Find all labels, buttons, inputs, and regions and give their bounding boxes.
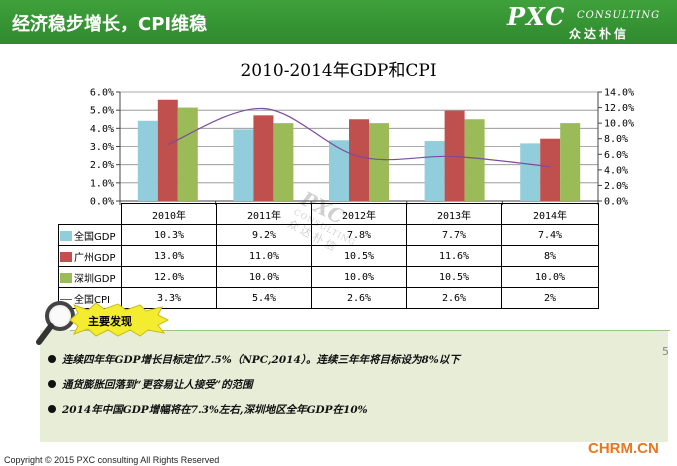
copyright-text: Copyright © 2015 PXC consulting All Righ… <box>4 455 220 465</box>
bar-shenzhen-gdp <box>560 123 581 201</box>
table-row: 深圳GDP 12.0% 10.0% 10.0% 10.5% 10.0% <box>58 266 599 288</box>
finding-text: 通货膨胀回落到“更容易让人接受”的范围 <box>62 379 253 391</box>
table-cell: 10.5% <box>406 266 502 288</box>
right-tick-label: 0.0% <box>604 197 628 208</box>
bar-national-gdp <box>424 141 445 201</box>
series-name: 深圳GDP <box>74 273 116 285</box>
bar-guangzhou-gdp <box>540 138 561 201</box>
bullet-icon <box>48 405 56 413</box>
findings-panel <box>40 330 668 442</box>
bar-national-gdp <box>329 140 349 201</box>
table-row: 全国GDP 10.3% 9.2% 7.8% 7.7% 7.4% <box>58 224 599 246</box>
brand-name: PXC <box>507 2 566 31</box>
table-header-row: 2010年 2011年 2012年 2013年 2014年 <box>58 203 599 225</box>
left-tick-label: 5.0% <box>90 106 114 117</box>
table-cell: 7.7% <box>406 224 502 246</box>
series-name: 全国GDP <box>74 231 116 243</box>
category-label: 2011年 <box>216 203 312 225</box>
category-label: 2013年 <box>406 203 502 225</box>
bullet-icon <box>48 355 56 363</box>
bar-shenzhen-gdp <box>177 107 198 201</box>
table-cell: 2.6% <box>406 287 502 309</box>
legend-swatch-national-gdp <box>60 230 72 241</box>
bar-shenzhen-gdp <box>369 123 389 201</box>
brand-subtitle: CONSULTING <box>577 10 661 21</box>
finding-text: 连续四年年GDP增长目标定位7.5%（NPC,2014）。连续三年年将目标设为8… <box>62 354 460 366</box>
series-key: 广州GDP <box>58 245 122 267</box>
left-tick-label: 6.0% <box>90 88 114 99</box>
finding-item: 通货膨胀回落到“更容易让人接受”的范围 <box>48 377 253 392</box>
cpi-line <box>167 107 551 168</box>
chart-title: 2010-2014年GDP和CPI <box>240 61 437 81</box>
findings-divider <box>70 330 670 331</box>
gdp-cpi-chart: 0.0% 1.0% 2.0% 3.0% 4.0% 5.0% 6.0% 0.0% 2.0% 4.0%… <box>90 88 634 208</box>
right-tick-label: 2.0% <box>604 181 628 192</box>
page-number: 5 <box>662 345 669 358</box>
table-cell: 5.4% <box>216 287 312 309</box>
series-key: 全国GDP <box>58 224 122 246</box>
bar-national-gdp <box>137 120 158 201</box>
category-label: 2012年 <box>311 203 407 225</box>
brand-logo: PXC CONSULTING 众达朴信 <box>507 2 667 42</box>
table-cell: 10.0% <box>311 266 407 288</box>
bar-guangzhou-gdp <box>253 115 274 201</box>
bar-guangzhou-gdp <box>157 99 178 201</box>
brand-chinese-name: 众达朴信 <box>569 27 630 41</box>
table-cell: 12.0% <box>121 266 217 288</box>
right-tick-label: 12.0% <box>604 103 634 114</box>
left-tick-label: 0.0% <box>90 197 114 208</box>
finding-item: 2014年中国GDP增幅将在7.3%左右,深圳地区全年GDP在10% <box>48 402 368 417</box>
category-label: 2014年 <box>501 203 599 225</box>
table-cell: 10.3% <box>121 224 217 246</box>
bar-national-gdp <box>520 143 541 201</box>
table-cell: 9.2% <box>216 224 312 246</box>
left-tick-label: 1.0% <box>90 178 114 189</box>
series-name: 广州GDP <box>74 252 116 264</box>
left-tick-label: 2.0% <box>90 160 114 171</box>
legend-swatch-shenzhen-gdp <box>60 272 72 283</box>
category-label: 2010年 <box>121 203 217 225</box>
table-cell: 3.3% <box>121 287 217 309</box>
legend-swatch-guangzhou-gdp <box>60 251 72 262</box>
table-row: 广州GDP 13.0% 11.0% 10.5% 11.6% 8% <box>58 245 599 267</box>
table-cell: 10.0% <box>216 266 312 288</box>
table-cell: 7.4% <box>501 224 599 246</box>
left-tick-label: 4.0% <box>90 124 114 135</box>
series-key: 深圳GDP <box>58 266 122 288</box>
bar-shenzhen-gdp <box>464 119 485 201</box>
table-cell: 11.0% <box>216 245 312 267</box>
header-bar: 经济稳步增长，CPI维稳 PXC CONSULTING 众达朴信 <box>0 0 677 44</box>
bar-guangzhou-gdp <box>444 110 465 201</box>
bullet-icon <box>48 380 56 388</box>
series-name: 全国CPI <box>74 294 110 306</box>
findings-badge-label: 主要发现 <box>88 315 132 328</box>
right-tick-label: 14.0% <box>604 88 634 99</box>
table-cell: 8% <box>501 245 599 267</box>
table-cell: 11.6% <box>406 245 502 267</box>
right-tick-label: 4.0% <box>604 165 628 176</box>
starburst-badge-icon <box>69 303 170 337</box>
right-tick-label: 10.0% <box>604 119 634 130</box>
table-cell: 10.5% <box>311 245 407 267</box>
site-watermark: CHRM.CN <box>588 440 659 457</box>
bar-shenzhen-gdp <box>273 123 294 201</box>
data-table: 2010年 2011年 2012年 2013年 2014年 全国GDP 10.3… <box>58 203 599 309</box>
magnifier-icon <box>36 301 75 345</box>
legend-line-national-cpi <box>60 298 72 300</box>
table-row: 全国CPI 3.3% 5.4% 2.6% 2.6% 2% <box>58 287 599 309</box>
right-tick-label: 6.0% <box>604 150 628 161</box>
bar-national-gdp <box>233 129 254 201</box>
finding-text: 2014年中国GDP增幅将在7.3%左右,深圳地区全年GDP在10% <box>62 404 368 416</box>
table-corner <box>58 203 122 225</box>
table-cell: 2% <box>501 287 599 309</box>
table-cell: 2.6% <box>311 287 407 309</box>
table-cell: 7.8% <box>311 224 407 246</box>
finding-item: 连续四年年GDP增长目标定位7.5%（NPC,2014）。连续三年年将目标设为8… <box>48 352 460 367</box>
right-tick-label: 8.0% <box>604 134 628 145</box>
table-cell: 10.0% <box>501 266 599 288</box>
left-tick-label: 3.0% <box>90 142 114 153</box>
page-title: 经济稳步增长，CPI维稳 <box>12 14 208 35</box>
bar-guangzhou-gdp <box>349 119 369 201</box>
table-cell: 13.0% <box>121 245 217 267</box>
